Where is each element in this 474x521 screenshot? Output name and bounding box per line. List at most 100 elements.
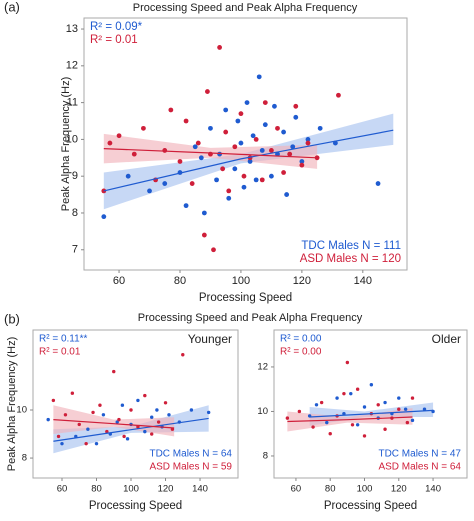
data-point (319, 400, 324, 405)
y-tick-label: 10 (16, 405, 27, 416)
fit-line (103, 147, 318, 159)
fit-line (53, 417, 209, 442)
data-point (375, 181, 381, 186)
x-tick-label: 60 (291, 484, 302, 495)
fit-line (53, 419, 175, 429)
y-axis-label: Peak Alpha Frequency (Hz) (6, 337, 18, 472)
x-axis-label: Processing Speed (199, 292, 292, 304)
data-point (107, 140, 113, 146)
data-point (247, 159, 253, 164)
data-point (325, 420, 329, 425)
data-point (284, 192, 290, 197)
data-point (168, 107, 174, 113)
data-point (214, 177, 219, 183)
panel-label: (a) (4, 0, 20, 14)
data-point (116, 133, 122, 139)
data-point (285, 416, 290, 420)
data-point (129, 408, 133, 412)
chart-title: Processing Speed and Peak Alpha Frequenc… (138, 312, 363, 324)
data-point (241, 184, 247, 190)
data-point (56, 434, 61, 439)
data-point (405, 420, 410, 425)
data-point (183, 203, 189, 209)
data-point (125, 437, 130, 441)
y-tick-label: 8 (263, 450, 268, 461)
legend-entry: TDC Males N = 47 (378, 449, 461, 460)
data-point (241, 173, 247, 179)
data-point (397, 407, 401, 411)
data-point (120, 403, 125, 407)
y-tick-label: 13 (66, 23, 78, 35)
data-point (299, 159, 305, 164)
data-point (293, 103, 299, 109)
legend-entry: TDC Males N = 111 (301, 240, 401, 252)
data-point (60, 441, 64, 446)
data-point (143, 429, 147, 434)
x-tick-label: 140 (354, 275, 372, 287)
y-tick-label: 12 (66, 60, 78, 72)
data-point (397, 396, 401, 400)
data-point (410, 418, 415, 423)
data-point (101, 214, 107, 220)
data-point (272, 103, 277, 109)
x-axis-label: Processing Speed (89, 500, 182, 512)
data-point (287, 151, 293, 157)
x-tick-label: 100 (357, 484, 373, 495)
data-point (362, 434, 367, 438)
data-point (205, 89, 210, 94)
r-squared: R² = 0.00 (280, 347, 322, 358)
data-point (77, 422, 81, 427)
r-squared: R² = 0.00 (280, 334, 322, 345)
data-point (350, 423, 355, 427)
data-point (220, 166, 226, 172)
data-point (342, 391, 346, 396)
data-point (238, 111, 244, 117)
data-point (211, 247, 216, 253)
fit-line (287, 416, 413, 423)
x-tick-label: 120 (293, 275, 311, 287)
data-point (232, 166, 238, 172)
data-point (167, 413, 171, 417)
data-point (223, 129, 229, 135)
plot-area (32, 329, 239, 479)
data-point (70, 391, 75, 395)
x-tick-label: 80 (91, 484, 102, 495)
panel-subtitle: Younger (188, 332, 232, 346)
data-point (192, 144, 198, 150)
data-point (244, 100, 250, 106)
data-point (63, 413, 68, 417)
data-point (131, 151, 137, 157)
data-point (345, 360, 350, 365)
data-point (235, 118, 241, 124)
data-point (250, 133, 256, 139)
data-point (362, 405, 367, 409)
data-point (217, 45, 222, 50)
x-tick-label: 60 (113, 275, 125, 287)
data-point (275, 151, 280, 157)
panel-subtitle: Older (432, 332, 461, 346)
y-tick-label: 10 (66, 133, 78, 145)
data-point (125, 173, 131, 179)
data-point (217, 151, 222, 157)
data-point (112, 369, 116, 374)
x-axis-label: Processing Speed (324, 500, 417, 512)
x-tick-label: 100 (232, 275, 250, 287)
data-point (259, 177, 265, 183)
data-point (259, 148, 265, 153)
r-squared: R² = 0.01 (90, 34, 138, 46)
y-tick-label: 8 (22, 453, 27, 464)
data-point (141, 125, 146, 131)
data-point (305, 140, 311, 146)
confidence-band (53, 405, 175, 437)
data-point (206, 410, 211, 415)
data-point (183, 118, 189, 124)
fit-line (309, 409, 434, 418)
legend-entry: ASD Males N = 59 (149, 462, 232, 473)
data-point (349, 391, 353, 396)
y-tick-label: 10 (257, 406, 268, 417)
y-tick-label: 9 (72, 170, 78, 182)
data-point (253, 137, 259, 142)
plot-area (273, 329, 468, 479)
data-point (253, 177, 259, 183)
